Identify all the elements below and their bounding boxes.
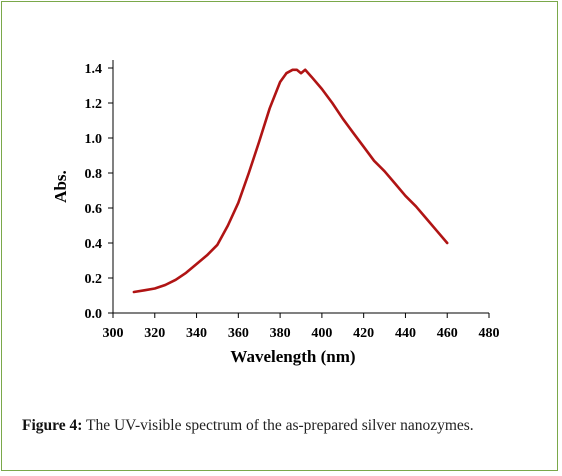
x-tick-label: 440: [395, 326, 416, 341]
x-tick-label: 360: [228, 326, 249, 341]
x-tick-label: 300: [103, 326, 124, 341]
figure-caption: Figure 4: The UV-visible spectrum of the…: [22, 416, 522, 436]
y-axis-title: Abs.: [51, 170, 70, 203]
y-tick-label: 0.6: [85, 202, 103, 217]
figure-frame: [1, 1, 558, 471]
x-tick-label: 400: [311, 326, 332, 341]
y-tick-label: 0.4: [85, 237, 103, 252]
chart-axes: [112, 60, 489, 314]
caption-label: Figure 4:: [22, 417, 83, 434]
caption-text: The UV-visible spectrum of the as-prepar…: [82, 417, 474, 434]
chart-svg: 300 320 340 360 380 400 420 440 460 480 0.0 0.2 0.4 0…: [51, 60, 500, 366]
y-tick-label: 0.2: [85, 272, 103, 287]
y-tick-label: 0.8: [85, 167, 103, 182]
x-axis-title: Wavelength (nm): [230, 347, 355, 366]
y-tick-label: 1.4: [85, 62, 103, 77]
x-tick-label: 320: [144, 326, 165, 341]
x-tick-label: 420: [353, 326, 374, 341]
x-tick-label: 380: [270, 326, 291, 341]
chart-ticks: [108, 67, 490, 318]
x-tick-label: 480: [479, 326, 500, 341]
y-tick-label: 1.2: [85, 97, 103, 112]
chart-tick-labels: 300 320 340 360 380 400 420 440 460 480 0.0 0.2 0.4 0…: [85, 62, 500, 341]
y-tick-label: 1.0: [85, 132, 103, 147]
absorbance-series-line: [132, 68, 449, 294]
x-tick-label: 460: [437, 326, 458, 341]
x-tick-label: 340: [186, 326, 207, 341]
y-tick-label: 0.0: [85, 307, 103, 322]
chart-series: [132, 68, 449, 294]
